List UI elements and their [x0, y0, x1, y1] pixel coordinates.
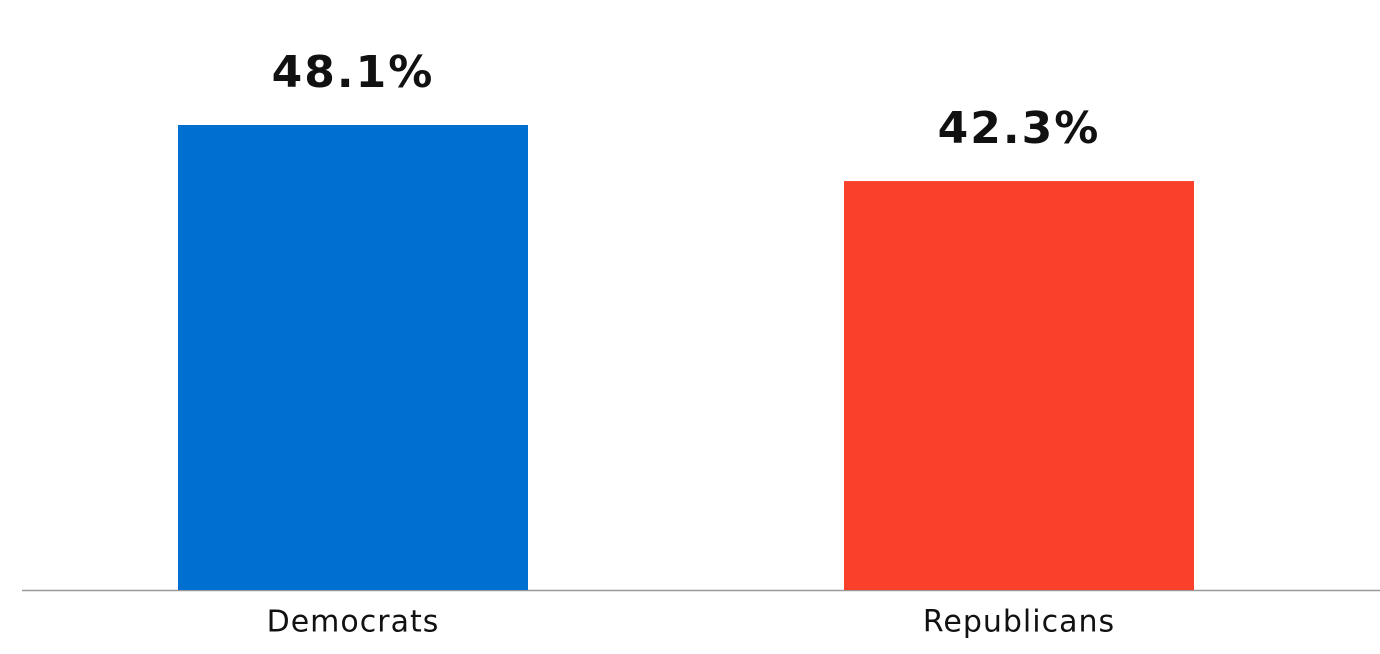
bar — [844, 181, 1194, 590]
x-tick-label: Democrats — [267, 605, 440, 640]
bar — [178, 125, 528, 590]
x-tick-label: Republicans — [923, 605, 1115, 640]
value-label: 48.1% — [272, 47, 435, 98]
value-label: 42.3% — [938, 103, 1101, 154]
